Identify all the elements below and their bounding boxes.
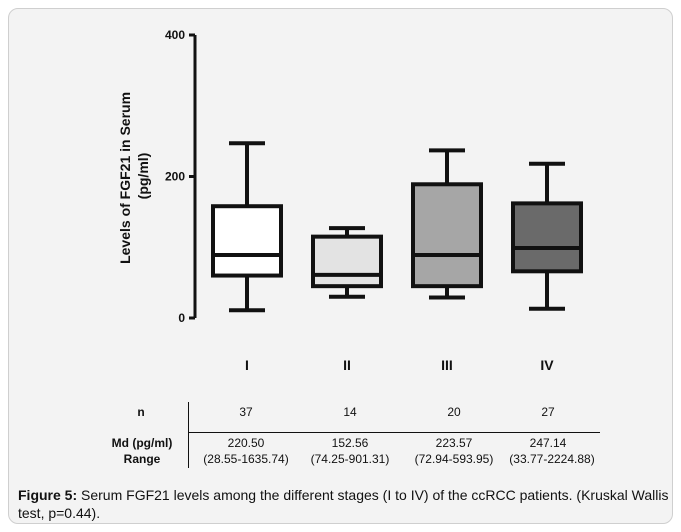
x-category-label-II: II (343, 357, 351, 373)
box-series (211, 141, 583, 313)
caption-text: Serum FGF21 levels among the different s… (18, 487, 669, 521)
box-4 (511, 161, 583, 311)
figure-caption: Figure 5: Serum FGF21 levels among the d… (18, 486, 670, 522)
stats-md-2: 152.56 (331, 436, 369, 450)
stats-range-3: (72.94-593.95) (414, 452, 494, 466)
stats-md-3: 223.57 (435, 436, 473, 450)
stats-label-md: Md (pg/ml) (111, 436, 173, 450)
box-iqr-3 (411, 182, 483, 289)
box-2 (311, 226, 383, 299)
stats-md-4: 247.14 (529, 436, 567, 450)
stats-n-2: 14 (343, 405, 357, 419)
box-1 (211, 141, 283, 313)
x-category-label-I: I (245, 357, 249, 373)
stats-n-4: 27 (541, 405, 555, 419)
stats-table-horizontal-rule (188, 432, 600, 433)
box-iqr-2 (311, 234, 383, 289)
stats-range-4: (33.77-2224.88) (509, 452, 595, 466)
box-iqr-4 (511, 201, 583, 274)
stats-n-1: 37 (239, 405, 253, 419)
stats-n-3: 20 (447, 405, 461, 419)
y-axis: 0 200 400 (165, 28, 197, 325)
stats-range-2: (74.25-901.31) (310, 452, 390, 466)
stats-table-vertical-rule (188, 402, 189, 468)
y-axis-title: Levels of FGF21 in Serum (pg/ml) (117, 88, 151, 264)
stats-md-1: 220.50 (227, 436, 265, 450)
y-tick-label-200: 200 (165, 170, 185, 184)
y-tick-label-0: 0 (178, 311, 185, 325)
x-category-labels: I II III IV (245, 357, 554, 373)
y-tick-label-400: 400 (165, 28, 185, 42)
box-3 (411, 148, 483, 300)
box-iqr-1 (211, 204, 283, 278)
y-axis-title-line1: Levels of FGF21 in Serum (117, 92, 133, 264)
box-plot-chart: Levels of FGF21 in Serum (pg/ml) 0 200 400… (117, 28, 583, 373)
caption-label: Figure 5: (18, 487, 78, 503)
y-axis-title-line2: (pg/ml) (135, 153, 151, 200)
stats-label-range: Range (123, 452, 161, 466)
stats-label-n: n (137, 405, 145, 419)
x-category-label-III: III (441, 357, 453, 373)
x-category-label-IV: IV (540, 357, 554, 373)
stats-range-1: (28.55-1635.74) (203, 452, 289, 466)
